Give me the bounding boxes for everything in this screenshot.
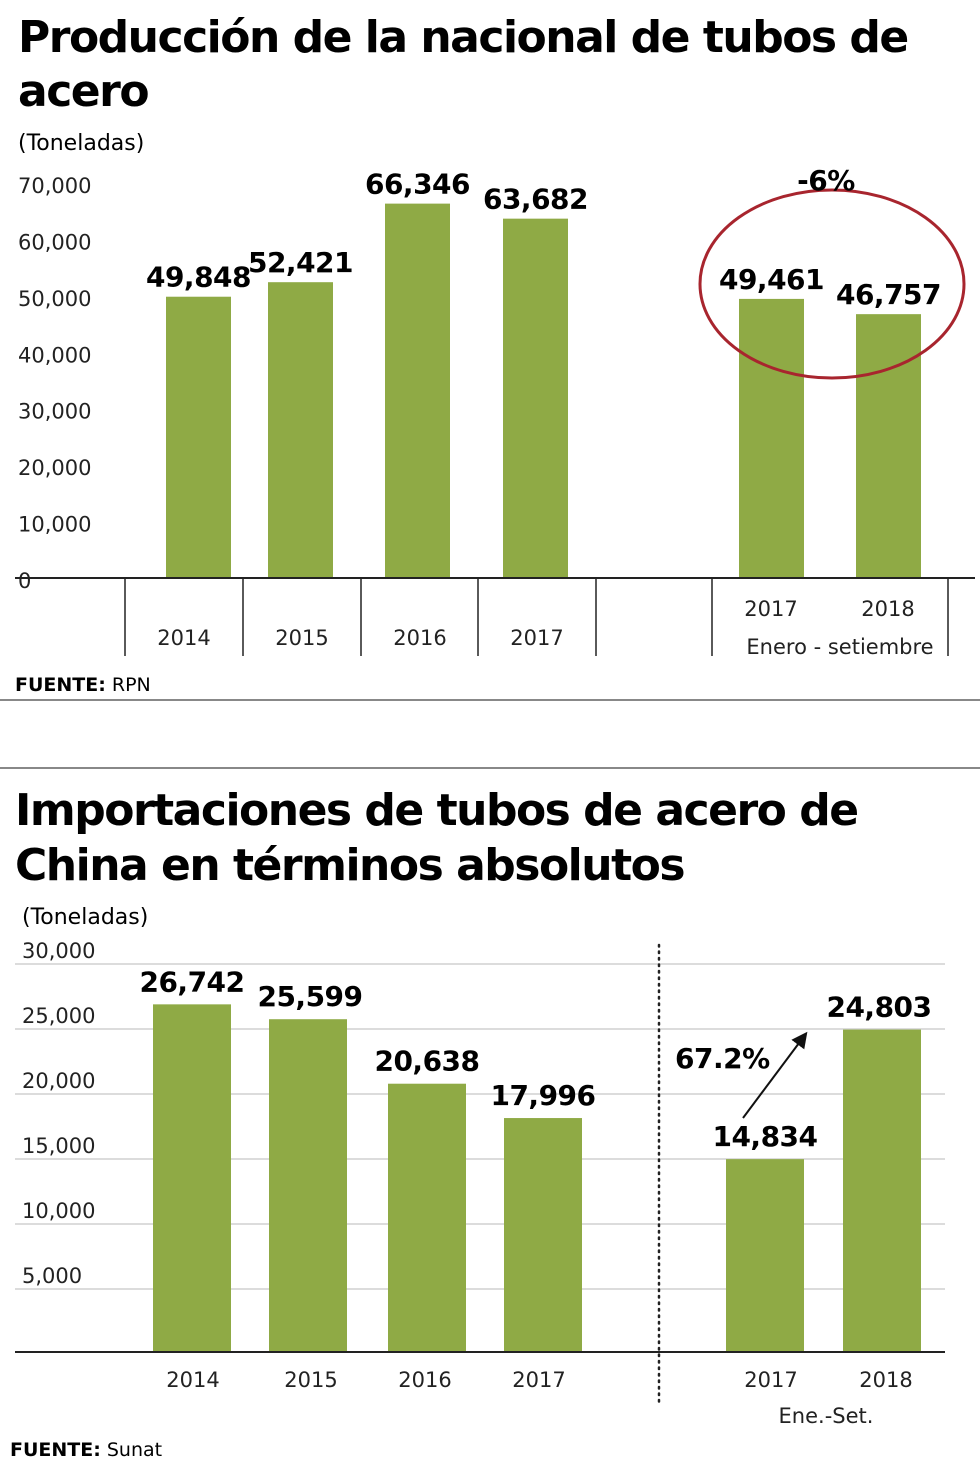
chart1-unit-label: (Toneladas) [18, 131, 144, 156]
y-tick-label: 10,000 [18, 513, 91, 537]
bar-2015 [269, 1019, 347, 1352]
value-label: 14,834 [712, 1120, 817, 1153]
value-label: 63,682 [483, 183, 588, 216]
chart1-plot: 0 10,000 20,000 30,000 40,000 50,000 60,000 70,… [15, 164, 975, 659]
change-annotation: 67.2% [675, 1042, 770, 1075]
bar-2017 [504, 1118, 582, 1352]
chart2-unit-label: (Toneladas) [22, 905, 148, 930]
value-label: 49,461 [719, 263, 824, 296]
bar-2016 [385, 203, 450, 578]
bar-2018 [856, 314, 921, 578]
y-tick-label: 10,000 [22, 1199, 95, 1223]
x-tick-label: 2014 [166, 1368, 219, 1392]
bar-2018 [843, 1029, 921, 1352]
y-tick-label: 50,000 [18, 287, 91, 311]
value-label: 26,742 [139, 965, 244, 998]
x-tick-label: 2017 [512, 1368, 565, 1392]
x-tick-label: 2016 [398, 1368, 451, 1392]
x-tick-label: 2015 [284, 1368, 337, 1392]
x-tick-label: 2018 [861, 597, 914, 621]
bar-2015 [268, 282, 333, 578]
source-name: RPN [112, 674, 151, 696]
y-tick-label: 5,000 [22, 1264, 82, 1288]
chart1-title-line1: Producción de la nacional de tubos de [18, 12, 908, 63]
y-tick-label: 25,000 [22, 1004, 95, 1028]
chart2-title-line1: Importaciones de tubos de acero de [15, 785, 858, 836]
y-tick-label: 20,000 [18, 456, 91, 480]
value-label: 52,421 [248, 246, 353, 279]
source-name: Sunat [107, 1439, 162, 1461]
value-label: 66,346 [365, 168, 470, 201]
bar-2014 [166, 296, 231, 578]
value-label: 46,757 [836, 278, 941, 311]
x-tick-label: 2017 [744, 1368, 797, 1392]
y-tick-label: 40,000 [18, 343, 91, 367]
x-tick-label: 2017 [510, 626, 563, 650]
chart1-source: FUENTE: RPN [15, 674, 151, 696]
x-tick-label: 2017 [744, 597, 797, 621]
y-tick-label: 15,000 [22, 1134, 95, 1158]
x-tick-label: 2015 [275, 626, 328, 650]
value-label: 20,638 [374, 1045, 479, 1078]
value-label: 25,599 [257, 980, 362, 1013]
chart1-title-line2: acero [18, 66, 148, 117]
x-tick-label: 2014 [157, 626, 210, 650]
y-tick-label: 30,000 [22, 939, 95, 963]
chart2-title-line2: China en términos absolutos [15, 840, 684, 891]
x-tick-label: 2016 [393, 626, 446, 650]
y-tick-label: 60,000 [18, 230, 91, 254]
group-label: Ene.-Set. [779, 1404, 874, 1428]
bar-2014 [153, 1004, 231, 1352]
value-label: 24,803 [826, 991, 931, 1024]
y-tick-label: 30,000 [18, 400, 91, 424]
arrow-icon [742, 1031, 808, 1119]
y-tick-label: 0 [18, 569, 31, 593]
bar-2017 [503, 218, 568, 579]
bar-2017 [739, 298, 804, 578]
y-tick-label: 20,000 [22, 1069, 95, 1093]
bar-2016 [388, 1083, 466, 1352]
value-label: 49,848 [146, 261, 251, 294]
change-annotation: -6% [797, 164, 855, 197]
chart2-plot: 5,000 10,000 15,000 20,000 25,000 30,000 26,74… [15, 939, 945, 1428]
bar-2017 [726, 1159, 804, 1352]
x-tick-label: 2018 [859, 1368, 912, 1392]
source-label: FUENTE: [10, 1439, 101, 1461]
chart2-source: FUENTE: Sunat [10, 1439, 162, 1461]
source-label: FUENTE: [15, 674, 106, 696]
value-label: 17,996 [490, 1079, 595, 1112]
group-label: Enero - setiembre [746, 635, 933, 659]
y-tick-label: 70,000 [18, 174, 91, 198]
highlight-circle [698, 188, 966, 380]
